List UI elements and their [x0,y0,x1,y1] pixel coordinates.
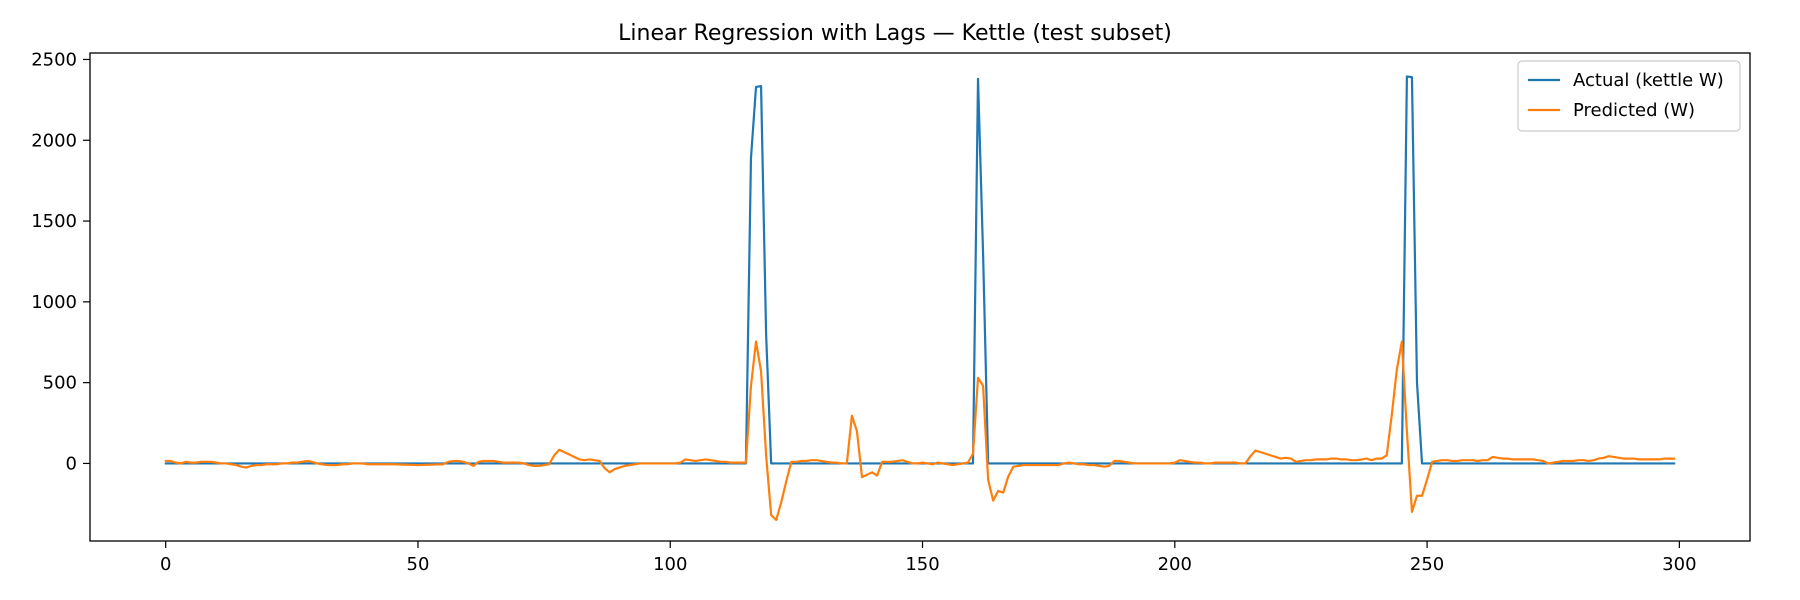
series-line-actual [164,75,1676,465]
legend: Actual (kettle W) Predicted (W) [1517,60,1741,132]
y-tick-label: 1000 [31,292,77,313]
y-tick-label: 500 [43,373,77,394]
y-tick-label: 0 [66,453,77,474]
legend-frame [1517,60,1741,132]
legend-label: Predicted (W) [1573,100,1695,121]
x-axis: 0 50 100 150 200 250 300 [160,541,1697,575]
x-tick-label: 150 [905,554,939,575]
x-tick-label: 250 [1410,554,1444,575]
chart-title: Linear Regression with Lags — Kettle (te… [618,21,1172,46]
y-tick-label: 2000 [31,130,77,151]
x-tick-label: 50 [407,554,430,575]
y-tick-label: 2500 [31,49,77,70]
x-tick-label: 0 [160,554,171,575]
series-line-predicted [164,340,1676,522]
y-axis: 0 500 1000 1500 2000 2500 [31,49,90,474]
x-tick-label: 300 [1662,554,1696,575]
x-tick-label: 100 [653,554,687,575]
legend-label: Actual (kettle W) [1573,70,1724,91]
series-layer [164,75,1676,522]
x-tick-label: 200 [1158,554,1192,575]
plot-area-frame [89,52,1751,542]
y-tick-label: 1500 [31,211,77,232]
